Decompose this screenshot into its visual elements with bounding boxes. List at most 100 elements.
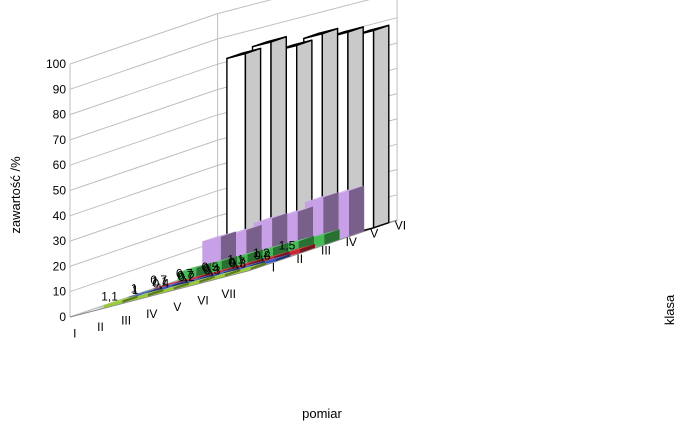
y-tick-label: 90 bbox=[53, 82, 67, 96]
data-label: 0,3 bbox=[204, 263, 221, 277]
bar-top bbox=[226, 47, 262, 60]
data-label: 0,4 bbox=[203, 262, 220, 276]
bar-top bbox=[128, 286, 163, 297]
bar bbox=[232, 262, 266, 275]
bar-side bbox=[273, 242, 289, 258]
bar-top bbox=[253, 213, 288, 223]
bar-top bbox=[229, 249, 263, 260]
bar-side bbox=[372, 24, 390, 229]
bar-top bbox=[281, 244, 315, 254]
bar-top bbox=[255, 251, 290, 262]
bars: 1,51,21,10,50,70,70,80,70,40,71,110,30,3… bbox=[101, 24, 390, 308]
data-label: 0,8 bbox=[254, 248, 271, 262]
bar-front bbox=[232, 267, 251, 275]
y-tick-label: 30 bbox=[53, 234, 67, 248]
x-tick-label: IV bbox=[146, 307, 157, 321]
x-tick-label: III bbox=[121, 313, 131, 327]
bar-side bbox=[299, 244, 315, 253]
y-tick-label: 20 bbox=[53, 259, 67, 273]
bar bbox=[129, 288, 164, 302]
data-label: 0,5 bbox=[202, 260, 219, 274]
bar-side bbox=[324, 229, 340, 245]
data-label: 0,4 bbox=[152, 277, 169, 291]
bar-side bbox=[247, 249, 263, 265]
y-tick-label: 70 bbox=[53, 133, 67, 147]
data-label: 1 bbox=[132, 283, 139, 297]
y-tick-label: 60 bbox=[53, 158, 67, 172]
bar bbox=[155, 282, 189, 295]
bar-top bbox=[230, 258, 264, 269]
y-tick-label: 10 bbox=[53, 285, 67, 299]
x-tick-label: II bbox=[97, 320, 104, 334]
bar-side bbox=[173, 282, 189, 290]
bar-top bbox=[330, 185, 365, 196]
depth-tick-label: IV bbox=[346, 235, 357, 249]
bar-side bbox=[221, 255, 238, 272]
data-label: 0,3 bbox=[229, 257, 246, 271]
data-label: 1,1 bbox=[227, 253, 244, 267]
bar-side bbox=[250, 262, 266, 270]
data-label: 1 bbox=[131, 281, 138, 295]
bar-top bbox=[204, 265, 239, 276]
bar bbox=[180, 275, 215, 288]
bar-top bbox=[155, 282, 189, 293]
bar bbox=[226, 47, 262, 267]
bar-top bbox=[305, 229, 340, 240]
y-axis-title: zawartość /% bbox=[8, 156, 23, 234]
data-label: 0,7 bbox=[150, 273, 167, 287]
bar-top bbox=[205, 267, 240, 278]
bar-top bbox=[279, 206, 313, 217]
x-axis-line bbox=[69, 270, 250, 318]
bar-top bbox=[103, 295, 138, 305]
bar-side bbox=[199, 275, 215, 284]
bar-front bbox=[103, 300, 123, 308]
bar-side bbox=[323, 192, 339, 243]
data-label: 1,1 bbox=[101, 289, 118, 303]
depth-tick-label: II bbox=[296, 252, 303, 266]
bar-side bbox=[349, 185, 365, 237]
bar-top bbox=[153, 278, 187, 289]
bar-top bbox=[203, 255, 238, 266]
y-tick-label: 0 bbox=[59, 310, 66, 324]
y-tick-label: 100 bbox=[46, 57, 66, 71]
data-label: 1,1 bbox=[151, 274, 168, 288]
bar-front bbox=[206, 274, 225, 282]
bar-top bbox=[129, 288, 164, 299]
bar-top bbox=[179, 273, 214, 284]
bar-top bbox=[256, 253, 291, 264]
bar-side bbox=[275, 253, 291, 262]
data-label: 0,7 bbox=[176, 267, 193, 281]
x-axis-title: pomiar bbox=[302, 406, 342, 421]
bar-side bbox=[196, 262, 212, 278]
bar-top bbox=[254, 242, 289, 253]
y-tick-label: 80 bbox=[53, 108, 67, 122]
bar-top bbox=[232, 262, 266, 273]
data-label: 0,7 bbox=[177, 268, 194, 282]
bar-top bbox=[303, 27, 339, 40]
data-label: 0,7 bbox=[228, 255, 245, 269]
x-tick-label: V bbox=[173, 300, 181, 314]
y-tick-label: 50 bbox=[53, 184, 67, 198]
bar-top bbox=[231, 260, 265, 271]
bar-top bbox=[177, 262, 212, 273]
bar bbox=[206, 269, 241, 282]
bar-top bbox=[227, 224, 262, 235]
depth-tick-label: III bbox=[321, 244, 331, 258]
bar-side bbox=[122, 295, 138, 303]
bar-front bbox=[129, 293, 148, 302]
bar-front bbox=[155, 287, 174, 295]
x-tick-label: VI bbox=[197, 293, 208, 307]
depth-axis-title: klasa bbox=[662, 294, 677, 325]
bar-front bbox=[180, 280, 200, 288]
bar bbox=[103, 295, 138, 308]
bar-side bbox=[148, 288, 164, 297]
bar-top bbox=[178, 272, 213, 283]
bar-top bbox=[202, 231, 236, 242]
bar-top bbox=[180, 275, 215, 286]
bar-top bbox=[154, 280, 188, 290]
data-label: 1,5 bbox=[279, 238, 296, 252]
depth-tick-label: V bbox=[370, 227, 378, 241]
